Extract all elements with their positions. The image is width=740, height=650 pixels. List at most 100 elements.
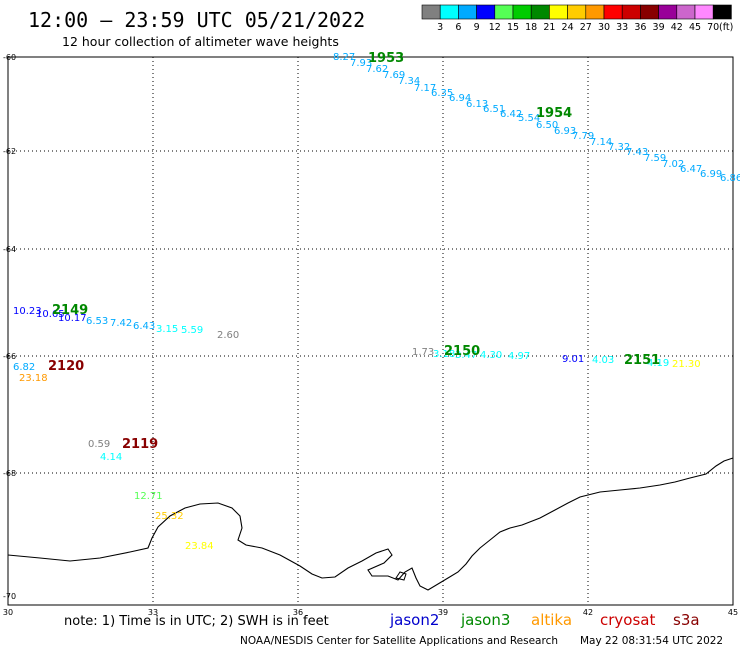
legend-swatch xyxy=(567,4,587,20)
legend-swatch xyxy=(421,4,441,20)
wave-height-label: 4.19 xyxy=(647,358,669,369)
wave-height-label: 7.79 xyxy=(572,131,594,142)
wave-height-label: 7.59 xyxy=(644,153,666,164)
latitude-label: -66 xyxy=(3,352,16,361)
legend-label: 42 xyxy=(671,22,683,33)
axis-labels: -60 -62 -64 -66 -68 -70 30 33 36 39 42 45 xyxy=(3,53,738,617)
legend-label: 24 xyxy=(562,22,574,33)
legend-unit: (ft) xyxy=(719,22,733,33)
wave-height-label: 6.35 xyxy=(431,88,453,99)
legend-label: 21 xyxy=(543,22,555,33)
wave-height-label: 6.53 xyxy=(86,316,108,327)
legend-label: 30 xyxy=(598,22,610,33)
wave-height-label: 21.30 xyxy=(672,359,701,370)
wave-height-label: 10.17 xyxy=(58,313,87,324)
legend-label: 18 xyxy=(525,22,537,33)
satellite-jason2: jason2 xyxy=(389,611,439,629)
legend-label: 70 xyxy=(707,22,719,33)
longitude-label: 42 xyxy=(583,608,593,617)
legend-swatch xyxy=(603,4,623,20)
wave-height-label: 7.62 xyxy=(366,64,388,75)
legend-swatch xyxy=(458,4,477,20)
legend-swatch xyxy=(494,4,514,20)
legend-swatch xyxy=(512,4,532,20)
coastline xyxy=(7,457,734,591)
wave-height-label: 6.94 xyxy=(449,93,471,104)
wave-height-label: 6.50 xyxy=(536,120,558,131)
color-scale-legend: 3 6 9 12 15 18 21 24 27 30 33 36 39 42 45 70 (ft) xyxy=(421,4,733,33)
pass-time-label: 1954 xyxy=(536,106,572,121)
legend-swatch xyxy=(658,4,678,20)
wave-height-label: 4.30 xyxy=(480,350,502,361)
longitude-label: 30 xyxy=(3,608,13,617)
legend-label: 45 xyxy=(689,22,701,33)
legend-swatch xyxy=(621,4,641,20)
wave-height-label: 4.97 xyxy=(508,351,530,362)
wave-height-label: 6.93 xyxy=(554,126,576,137)
longitude-label: 33 xyxy=(148,608,158,617)
legend-label: 36 xyxy=(634,22,646,33)
wave-height-label: 7.42 xyxy=(110,318,132,329)
wave-height-label: 10.65 xyxy=(36,309,65,320)
wave-height-label: 6.47 xyxy=(680,164,702,175)
wave-height-label: 3.15 xyxy=(156,324,178,335)
wave-height-label: 6.99 xyxy=(700,169,722,180)
credit-line: NOAA/NESDIS Center for Satellite Applica… xyxy=(240,635,558,647)
wave-height-label: 7.02 xyxy=(662,159,684,170)
wave-height-label: 6.13 xyxy=(466,99,488,110)
latitude-label: -70 xyxy=(3,592,16,601)
satellite-s3a: s3a xyxy=(673,611,700,629)
wave-height-label: 7.93 xyxy=(350,58,372,69)
legend-swatch xyxy=(530,4,550,20)
wave-height-label: 6.42 xyxy=(500,109,522,120)
legend-label: 12 xyxy=(489,22,501,33)
wave-height-label: 1.73 xyxy=(412,347,434,358)
wave-height-label: 6.43 xyxy=(133,321,155,332)
satellite-jason3: jason3 xyxy=(460,611,510,629)
map-frame xyxy=(7,56,734,606)
wave-height-label: 23.84 xyxy=(185,541,214,552)
legend-label: 9 xyxy=(474,22,480,33)
wave-height-label: 7.17 xyxy=(414,83,436,94)
legend-label: 27 xyxy=(580,22,592,33)
wave-height-label: 4.14 xyxy=(100,452,122,463)
wave-height-label: 6.51 xyxy=(483,104,505,115)
longitude-label: 36 xyxy=(293,608,303,617)
legend-swatch xyxy=(694,4,714,20)
pass-time-label: 2119 xyxy=(122,437,158,452)
title: 12:00 – 23:59 UTC 05/21/2022 xyxy=(28,8,365,32)
pass-time-label: 2151 xyxy=(624,353,660,368)
graticule xyxy=(8,57,733,605)
pass-time-label: 2120 xyxy=(48,359,84,374)
wave-height-label: 25.32 xyxy=(155,511,184,522)
wave-height-label: 9.01 xyxy=(562,354,584,365)
legend-swatch xyxy=(585,4,605,20)
longitude-label: 45 xyxy=(728,608,738,617)
wave-height-label: 5.59 xyxy=(181,325,203,336)
wave-height-label: 3.47 xyxy=(455,350,477,361)
wave-height-label: 7.69 xyxy=(383,70,405,81)
legend-label: 33 xyxy=(616,22,628,33)
latitude-label: -64 xyxy=(3,245,16,254)
legend-label: 3 xyxy=(437,22,443,33)
legend-label: 6 xyxy=(455,22,461,33)
timestamp: May 22 08:31:54 UTC 2022 xyxy=(580,635,723,647)
legend-swatch xyxy=(439,4,459,20)
pass-time-label: 1953 xyxy=(368,51,404,66)
legend-swatch xyxy=(676,4,696,20)
legend-swatch xyxy=(712,4,732,20)
pass-time-label: 2150 xyxy=(444,344,480,359)
wave-height-label: 3.18 xyxy=(433,349,455,360)
legend-label: 15 xyxy=(507,22,519,33)
subtitle: 12 hour collection of altimeter wave hei… xyxy=(62,34,339,49)
latitude-label: -60 xyxy=(3,53,16,62)
wave-height-label: 8.27 xyxy=(333,52,355,63)
legend-swatch xyxy=(549,4,568,20)
wave-height-label: 10.23 xyxy=(13,306,42,317)
satellite-altika: altika xyxy=(531,611,572,629)
wave-height-label: 7.32 xyxy=(608,142,630,153)
wave-height-label: 7.43 xyxy=(626,147,648,158)
wave-height-label: 2.60 xyxy=(217,330,239,341)
wave-height-label: 7.14 xyxy=(590,137,612,148)
